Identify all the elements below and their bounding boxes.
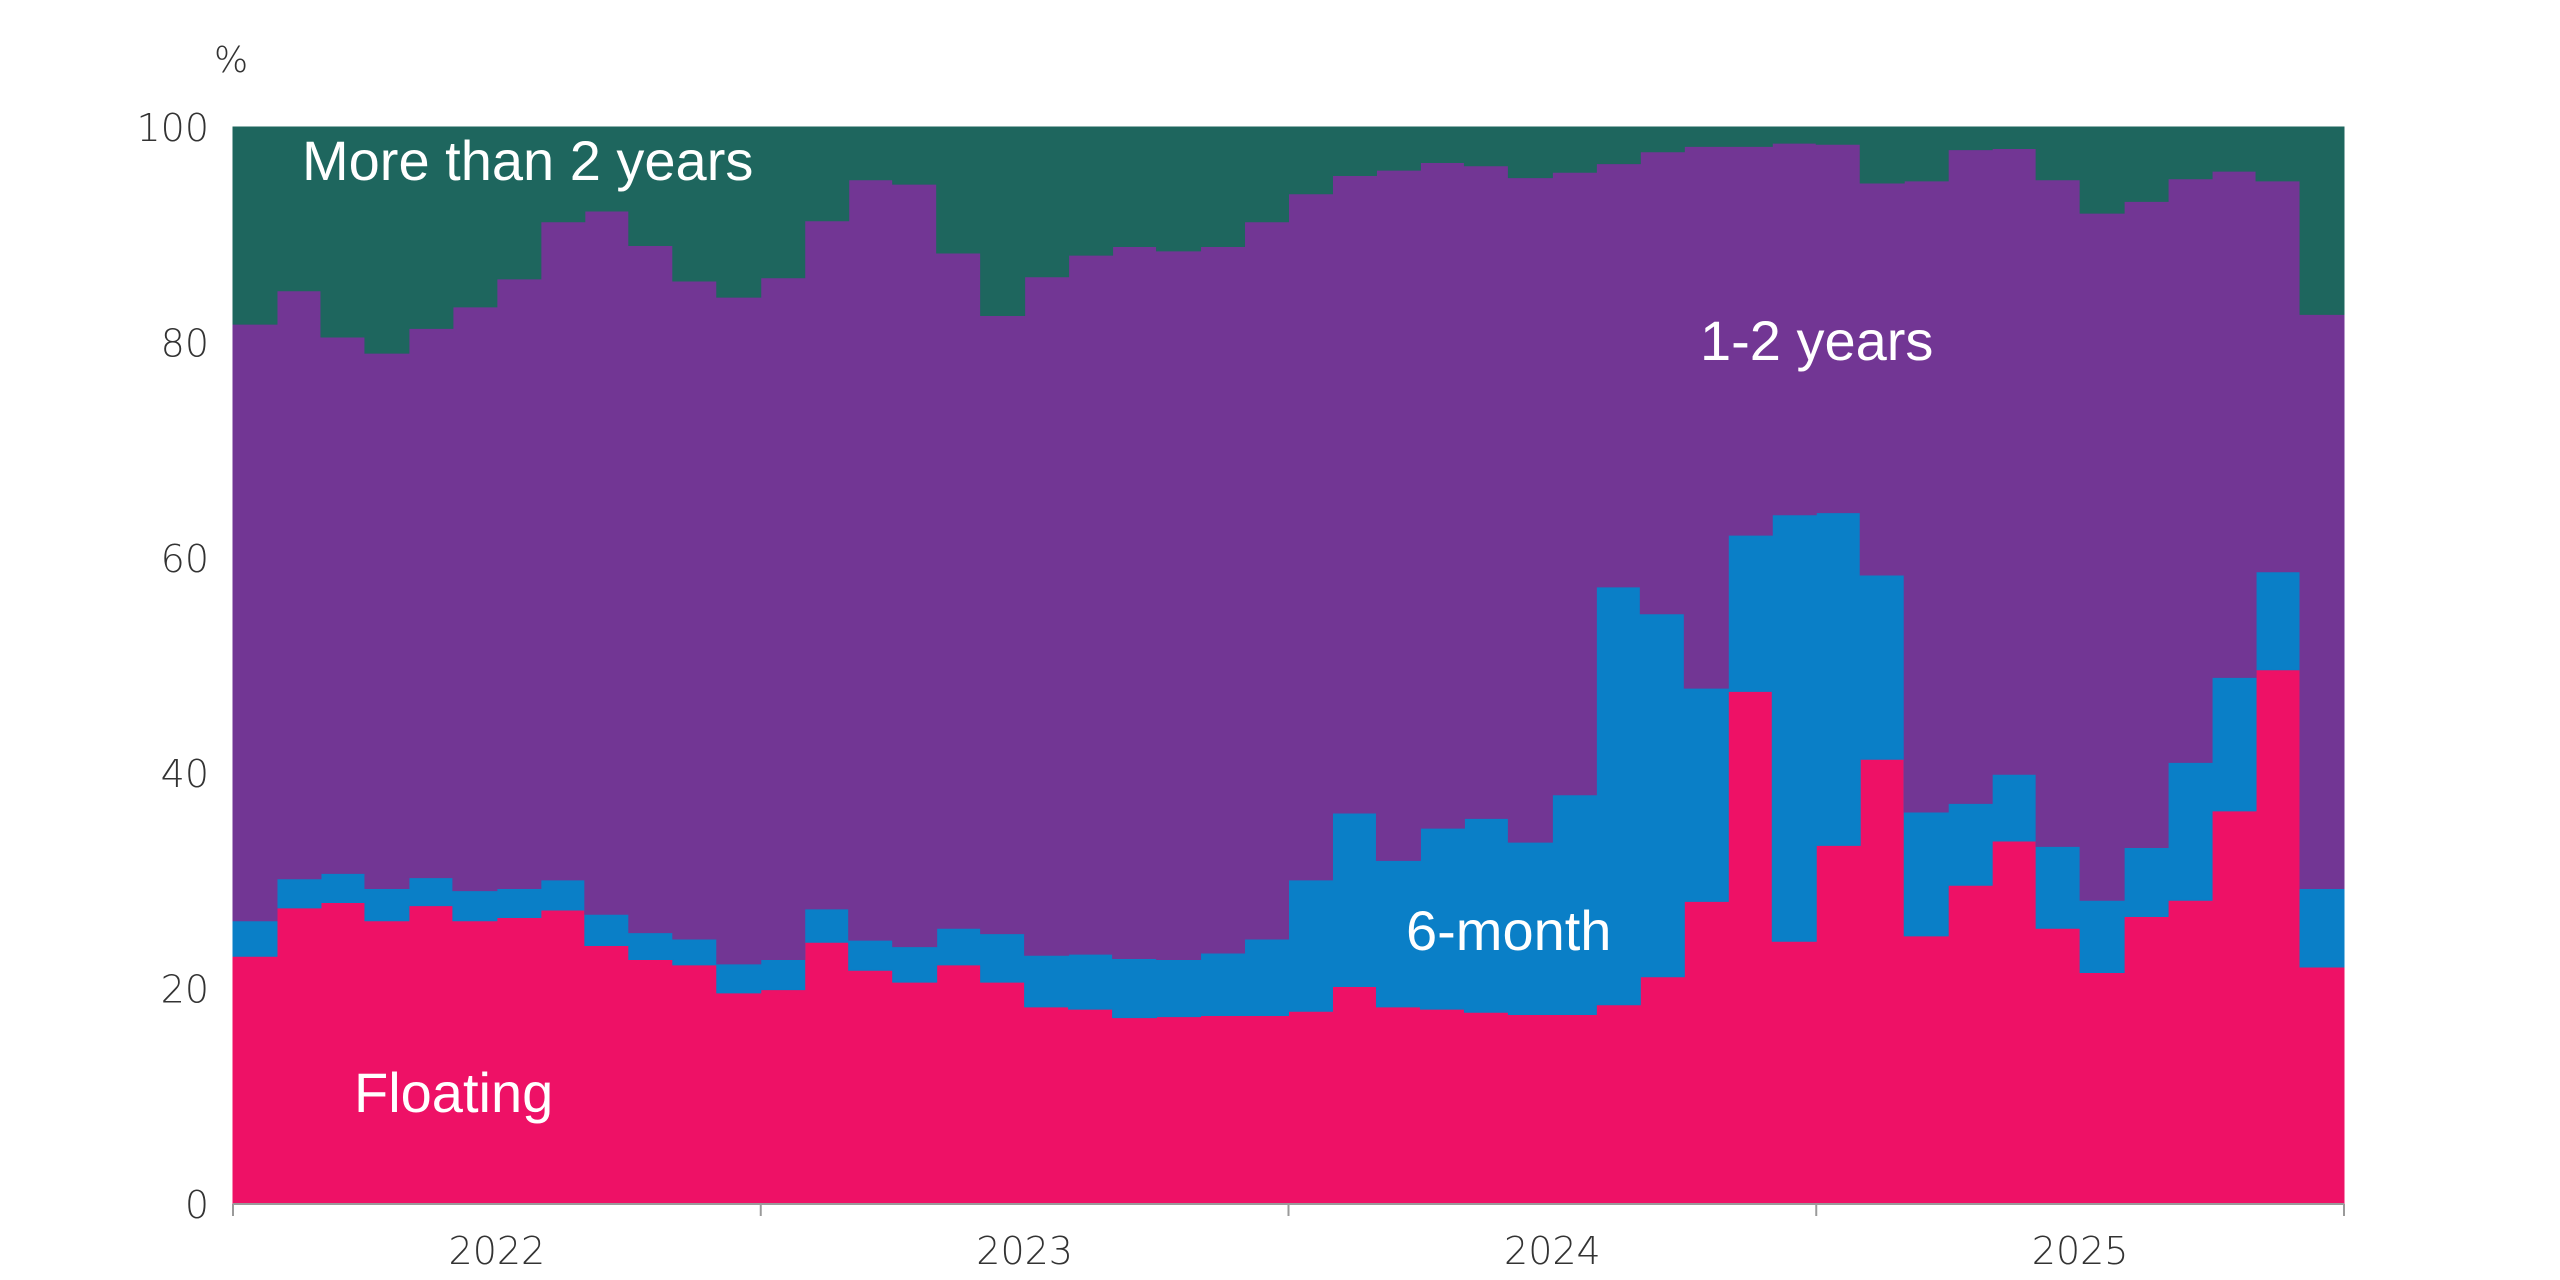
y-tick-label: 80 xyxy=(161,321,209,365)
y-tick-label: 0 xyxy=(185,1183,209,1227)
series-label-1-2-years: 1-2 years xyxy=(1700,309,1933,372)
x-tick-label: 2025 xyxy=(2032,1229,2129,1273)
x-tick-label: 2023 xyxy=(976,1229,1073,1273)
axis-layer: 0 20 40 60 80 100 2022 2023 2024 2025 xyxy=(136,106,2345,1273)
y-tick-label: 100 xyxy=(136,106,209,150)
x-tick-label: 2022 xyxy=(449,1229,546,1273)
series-label-more-than-2-years: More than 2 years xyxy=(302,129,753,192)
series-layer xyxy=(232,126,2345,1205)
y-tick-label: 40 xyxy=(161,752,209,796)
series-area-more-than-2-years xyxy=(232,126,2345,354)
label-layer: % More than 2 years 1-2 years 6-month Fl… xyxy=(214,40,1933,1124)
series-label-6-month: 6-month xyxy=(1406,899,1611,962)
y-unit-label: % xyxy=(214,40,248,81)
y-tick-label: 60 xyxy=(161,537,209,581)
x-tick-label: 2024 xyxy=(1504,1229,1601,1273)
y-tick-label: 20 xyxy=(161,968,209,1012)
series-label-floating: Floating xyxy=(354,1061,553,1124)
